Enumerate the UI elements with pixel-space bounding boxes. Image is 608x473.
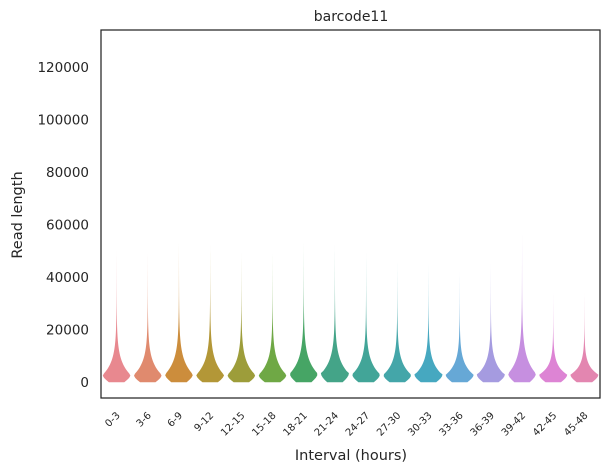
- x-axis-label: Interval (hours): [295, 448, 407, 464]
- y-tick-label: 0: [80, 375, 89, 391]
- plot-frame: [100, 29, 601, 399]
- y-tick-label: 40000: [46, 270, 89, 286]
- violin-18-21: [290, 242, 318, 383]
- y-tick-label: 80000: [46, 165, 89, 181]
- violin-45-48: [570, 292, 599, 383]
- y-tick-label: 20000: [46, 323, 89, 339]
- violin-39-42: [508, 232, 536, 383]
- violin-42-45: [539, 292, 568, 383]
- violin-33-36: [445, 271, 474, 383]
- violin-0-3: [102, 250, 131, 383]
- violin-6-9: [165, 242, 193, 383]
- chart-title: barcode11: [314, 9, 389, 25]
- violin-30-33: [414, 263, 443, 383]
- violin-15-18: [258, 253, 287, 383]
- y-tick-label: 120000: [37, 60, 89, 76]
- y-tick-label: 60000: [46, 218, 89, 234]
- violin-24-27: [352, 253, 380, 383]
- violin-3-6: [134, 253, 162, 383]
- y-axis-label: Read length: [10, 171, 26, 258]
- y-axis: 0 20000 40000 60000 80000 100000 120000: [37, 60, 89, 391]
- violin-21-24: [320, 245, 349, 383]
- violin-group: [102, 232, 599, 383]
- violin-27-30: [383, 261, 411, 383]
- violin-9-12: [196, 245, 225, 383]
- violin-36-39: [476, 263, 505, 383]
- y-tick-label: 100000: [37, 112, 89, 128]
- violin-12-15: [227, 253, 256, 383]
